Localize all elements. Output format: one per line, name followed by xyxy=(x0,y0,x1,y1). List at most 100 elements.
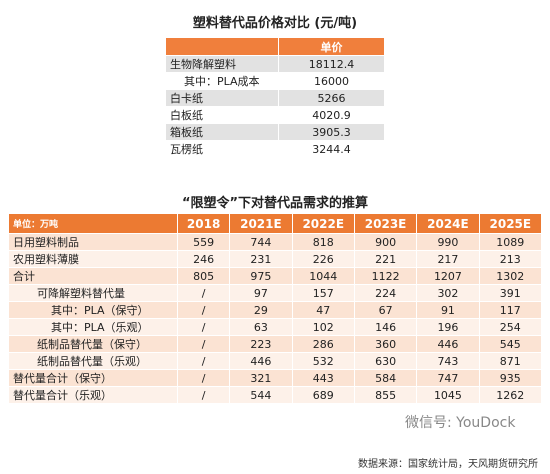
row: 箱板纸 3905.3 xyxy=(165,123,385,141)
cell: 1207 xyxy=(416,267,480,285)
cell: 白板纸 xyxy=(165,106,279,124)
cell: 321 xyxy=(229,369,293,387)
row: 农用塑料薄膜 246 231 226 221 217 213 xyxy=(8,250,543,268)
cell: 3244.4 xyxy=(278,140,385,158)
header-cell: 2024E xyxy=(416,213,480,234)
row: 白卡纸 5266 xyxy=(165,89,385,107)
header-cell: 2023E xyxy=(353,213,418,234)
row: 纸制品替代量（保守）/223 286 360 446 545 xyxy=(8,335,543,353)
cell: 146 xyxy=(353,318,418,336)
cell: 16000 xyxy=(278,72,385,90)
row: 替代量合计（乐观）/544 689 855 1045 1262 xyxy=(8,386,543,404)
cell: 29 xyxy=(229,301,293,319)
cell: 1122 xyxy=(353,267,418,285)
price-table: 单价 生物降解塑料 18112.4 其中：PLA成本 16000 白卡纸 5266 白板纸 40… xyxy=(165,37,385,158)
cell: 630 xyxy=(353,352,418,370)
header-cell: 2022E xyxy=(291,213,355,234)
cell: 855 xyxy=(353,386,418,404)
cell: 224 xyxy=(353,284,418,302)
cell: 63 xyxy=(229,318,293,336)
cell: 990 xyxy=(416,233,480,251)
cell: 818 xyxy=(291,233,355,251)
cell: / xyxy=(176,284,231,302)
cell: 箱板纸 xyxy=(165,123,279,141)
cell: 替代量合计（保守） xyxy=(8,369,178,387)
row: 纸制品替代量（乐观）/446 532 630 743 871 xyxy=(8,352,543,370)
cell: 生物降解塑料 xyxy=(165,55,279,73)
source: 数据来源：国家统计局，天风期货研究所 xyxy=(358,459,538,470)
cell: 559 xyxy=(176,233,231,251)
cell: 纸制品替代量（乐观） xyxy=(8,352,178,370)
cell: 747 xyxy=(416,369,480,387)
cell: 391 xyxy=(478,284,543,302)
cell: 97 xyxy=(229,284,293,302)
price-title: 塑料替代品价格对比 (元/吨) xyxy=(192,16,358,31)
cell: 1302 xyxy=(478,267,543,285)
cell: 286 xyxy=(291,335,355,353)
cell: 231 xyxy=(229,250,293,268)
cell: / xyxy=(176,352,231,370)
row: 日用塑料制品 559 744 818 900 990 1089 xyxy=(8,233,543,251)
cell: 900 xyxy=(353,233,418,251)
header-cell: 单位：万吨 xyxy=(8,213,178,234)
row: 其中：PLA（乐观）/63 102 146 196 254 xyxy=(8,318,543,336)
row: 合计 805 975 1044 1122 1207 1302 xyxy=(8,267,543,285)
cell: 446 xyxy=(416,335,480,353)
row: 可降解塑料替代量/97 157 224 302 391 xyxy=(8,284,543,302)
cell: 302 xyxy=(416,284,480,302)
header-cell: 2025E xyxy=(478,213,543,234)
cell: 443 xyxy=(291,369,355,387)
header-cell: 2021E xyxy=(229,213,293,234)
demand-table: 单位：万吨 2018 2021E 2022E 2023E 2024E 2025E 日用塑料制品… xyxy=(8,213,543,404)
cell: 544 xyxy=(229,386,293,404)
cell: 545 xyxy=(478,335,543,353)
cell: 纸制品替代量（保守） xyxy=(8,335,178,353)
cell: / xyxy=(176,301,231,319)
cell: 1044 xyxy=(291,267,355,285)
cell: 替代量合计（乐观） xyxy=(8,386,178,404)
header-row: 单位：万吨 2018 2021E 2022E 2023E 2024E 2025E xyxy=(8,213,543,234)
cell: 1045 xyxy=(416,386,480,404)
cell: 67 xyxy=(353,301,418,319)
row: 瓦楞纸 3244.4 xyxy=(165,140,385,158)
row: 生物降解塑料 18112.4 xyxy=(165,55,385,73)
row: 替代量合计（保守）/321 443 584 747 935 xyxy=(8,369,543,387)
cell: 3905.3 xyxy=(278,123,385,141)
cell: 743 xyxy=(416,352,480,370)
cell: 217 xyxy=(416,250,480,268)
cell: 226 xyxy=(291,250,355,268)
cell: 689 xyxy=(291,386,355,404)
cell: 农用塑料薄膜 xyxy=(8,250,178,268)
cell: 18112.4 xyxy=(278,55,385,73)
header-cell: 单价 xyxy=(278,37,385,56)
cell: 584 xyxy=(353,369,418,387)
cell: 532 xyxy=(291,352,355,370)
cell: 744 xyxy=(229,233,293,251)
cell: 合计 xyxy=(8,267,178,285)
cell: 102 xyxy=(291,318,355,336)
header-cell xyxy=(165,37,279,56)
cell: 246 xyxy=(176,250,231,268)
row: 其中：PLA成本 16000 xyxy=(165,72,385,90)
cell: 360 xyxy=(353,335,418,353)
cell: / xyxy=(176,335,231,353)
cell: 5266 xyxy=(278,89,385,107)
cell: 223 xyxy=(229,335,293,353)
cell: / xyxy=(176,318,231,336)
cell: 1089 xyxy=(478,233,543,251)
cell: 1262 xyxy=(478,386,543,404)
cell: 白卡纸 xyxy=(165,89,279,107)
demand-title: “限塑令”下对替代品需求的推算 xyxy=(181,196,369,211)
cell: / xyxy=(176,369,231,387)
cell: 975 xyxy=(229,267,293,285)
cell: 4020.9 xyxy=(278,106,385,124)
cell: 871 xyxy=(478,352,543,370)
cell: 日用塑料制品 xyxy=(8,233,178,251)
header-cell: 2018 xyxy=(176,213,231,234)
cell: 213 xyxy=(478,250,543,268)
cell: 157 xyxy=(291,284,355,302)
cell: 196 xyxy=(416,318,480,336)
header-row: 单价 xyxy=(165,37,385,56)
row: 白板纸 4020.9 xyxy=(165,106,385,124)
